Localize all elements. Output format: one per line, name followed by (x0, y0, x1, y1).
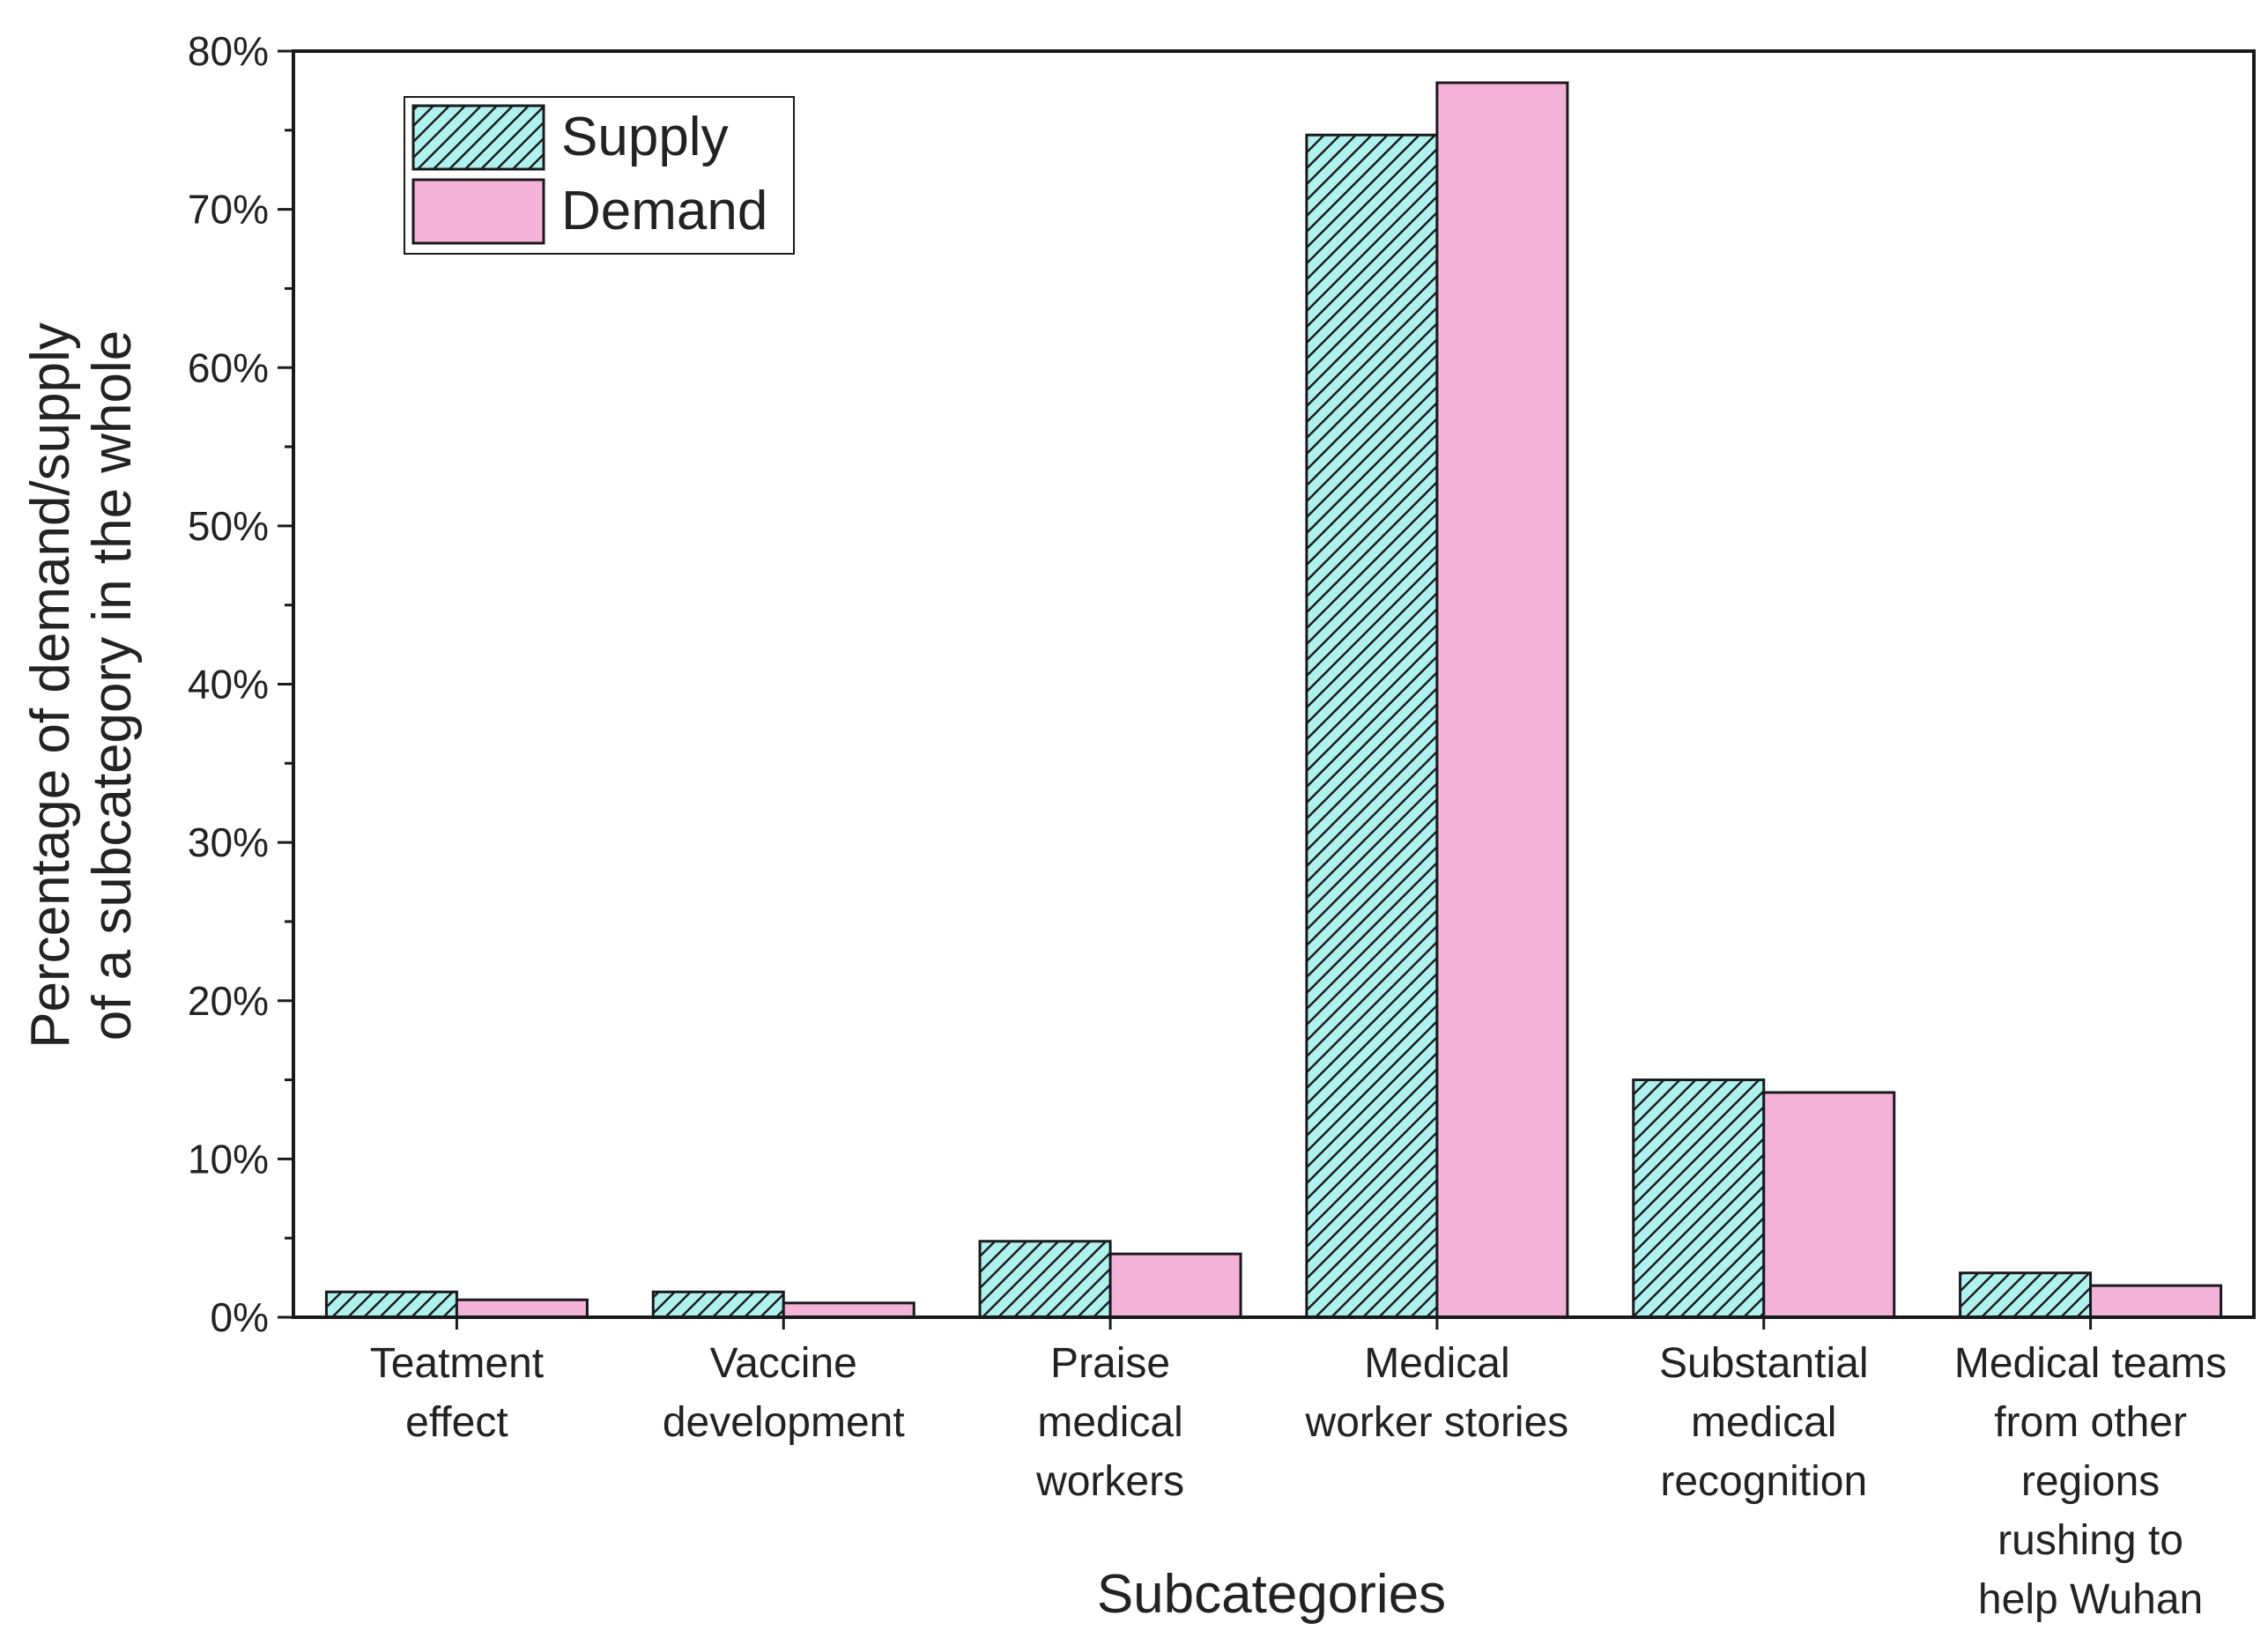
bar-supply-0[interactable] (324, 1290, 458, 1319)
x-tick-label-line: recognition (1660, 1458, 1867, 1505)
x-tick-label: Vaccine development (663, 1340, 905, 1446)
bar-supply-5[interactable] (1959, 1271, 2093, 1319)
bar-demand-3[interactable] (1435, 81, 1569, 1319)
y-tick-label: 0% (211, 1294, 269, 1340)
x-tick-label-line: Medical (1364, 1340, 1509, 1387)
x-tick-label-line: Teatment (370, 1340, 544, 1387)
y-tick-label: 30% (188, 819, 269, 865)
legend-swatch-demand (411, 178, 545, 245)
legend-label-supply[interactable]: Supply (561, 107, 729, 167)
legend-swatch-supply (411, 104, 545, 171)
x-tick-label: Praise medical workers (1035, 1340, 1184, 1505)
x-axis-title: Subcategories (1097, 1564, 1446, 1625)
x-tick-label-line: worker stories (1305, 1399, 1569, 1446)
bar-demand-0[interactable] (455, 1298, 589, 1319)
x-tick-label-line: Vaccine (710, 1340, 857, 1387)
y-axis-title-line: of a subcategory in the whole (82, 330, 143, 1041)
x-tick-label: Medical teams from other regions rushing to… (1954, 1340, 2227, 1623)
y-tick-label: 20% (188, 978, 269, 1024)
x-tick-label-line: from other (1994, 1399, 2187, 1446)
x-tick-label-line: regions (2021, 1458, 2160, 1505)
x-tick-label-line: Praise (1050, 1340, 1170, 1387)
bar-supply-3[interactable] (1305, 133, 1439, 1319)
x-tick-label-line: Medical teams (1954, 1340, 2227, 1387)
x-tick-label-line: medical (1691, 1399, 1836, 1446)
x-tick-label-line: Substantial (1659, 1340, 1869, 1387)
x-tick-label-line: help Wuhan (1978, 1576, 2203, 1623)
bar-demand-1[interactable] (782, 1301, 915, 1319)
bar-supply-2[interactable] (978, 1240, 1112, 1319)
legend-label-demand[interactable]: Demand (561, 181, 767, 241)
y-axis-title: Percentage of demand/supplyof a subcateg… (20, 322, 143, 1049)
y-axis-title-line: Percentage of demand/supply (20, 322, 81, 1049)
x-tick-label-line: rushing to (1997, 1517, 2183, 1564)
bar-supply-1[interactable] (651, 1290, 785, 1319)
x-tick-label: Substantial medical recognition (1659, 1340, 1869, 1505)
y-tick-label: 40% (188, 662, 269, 708)
x-tick-label-line: effect (405, 1399, 508, 1446)
bar-demand-4[interactable] (1762, 1091, 1896, 1319)
x-tick-label-line: medical (1037, 1399, 1182, 1446)
x-tick-label: Teatment effect (370, 1340, 544, 1446)
y-tick-label: 60% (188, 345, 269, 390)
y-tick-label: 70% (188, 187, 269, 233)
bar-demand-5[interactable] (2089, 1284, 2223, 1319)
bar-supply-4[interactable] (1632, 1078, 1766, 1319)
y-tick-label: 80% (188, 28, 269, 74)
x-tick-label-line: workers (1035, 1458, 1184, 1505)
y-tick-label: 50% (188, 503, 269, 549)
y-tick-label: 10% (188, 1136, 269, 1182)
x-tick-label-line: development (663, 1399, 905, 1446)
x-tick-label: Medical worker stories (1305, 1340, 1569, 1446)
bar-demand-2[interactable] (1108, 1252, 1242, 1319)
